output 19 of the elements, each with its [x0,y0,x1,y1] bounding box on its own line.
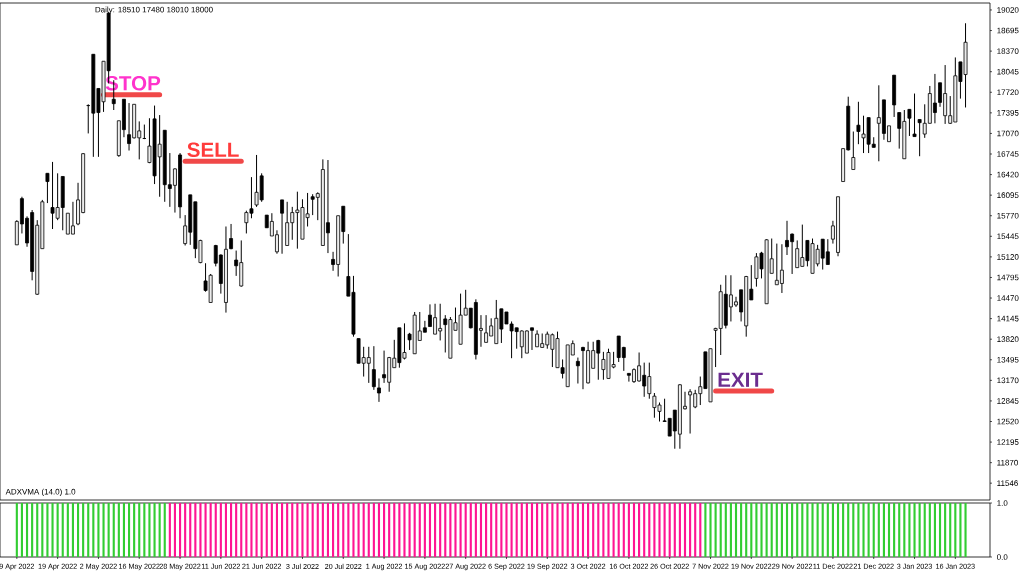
candlestick [45,172,50,204]
candlestick [856,101,861,145]
candlestick [917,118,922,157]
candlestick [907,108,912,137]
annotation: EXIT [718,372,763,387]
candlestick [825,238,830,265]
candlestick [377,377,381,403]
candlestick [371,345,376,391]
candlestick [851,131,856,171]
candlestick [484,314,489,343]
candlestick [912,93,917,138]
candlestick [575,357,580,385]
candlestick [285,201,290,246]
candlestick [779,243,784,294]
candlestick [795,239,800,269]
annotation: SELL [187,142,239,158]
candlestick [280,199,284,255]
candlestick [688,388,693,435]
candlestick [229,223,233,250]
